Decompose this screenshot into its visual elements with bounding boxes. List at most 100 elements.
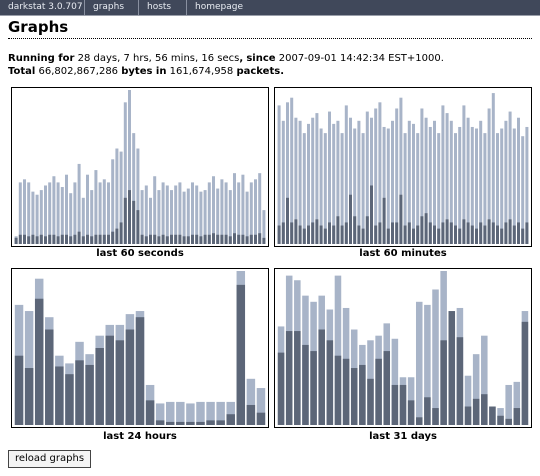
bar-total xyxy=(174,185,178,244)
bar-total xyxy=(149,197,152,244)
bar-inner xyxy=(102,234,106,244)
graph-60-minutes-svg xyxy=(277,93,529,245)
bar-inner xyxy=(464,406,472,425)
bar-inner xyxy=(456,337,464,425)
bar-total xyxy=(262,210,266,244)
bar-inner xyxy=(318,329,325,425)
bar-inner xyxy=(294,331,301,425)
bar-inner xyxy=(479,222,483,244)
bar-total xyxy=(424,304,431,425)
bar-inner xyxy=(420,216,424,244)
bar-total xyxy=(286,102,289,244)
reload-graphs-button[interactable]: reload graphs xyxy=(8,450,91,468)
bar-inner xyxy=(161,234,165,244)
bar-total xyxy=(196,401,205,425)
bar-total xyxy=(412,123,415,244)
bar-total xyxy=(504,120,508,244)
bar-inner xyxy=(416,225,420,244)
bar-inner xyxy=(60,234,64,244)
bar-inner xyxy=(48,234,52,244)
bar-total xyxy=(513,381,521,425)
bar-inner xyxy=(378,222,382,244)
bar-total xyxy=(186,188,190,244)
bar-inner xyxy=(216,420,225,425)
bar-total xyxy=(111,159,115,244)
bar-total xyxy=(517,117,520,244)
bar-inner xyxy=(31,234,35,244)
bar-total xyxy=(207,182,211,244)
bar-inner xyxy=(332,225,336,244)
bar-inner xyxy=(195,234,199,244)
bar-inner xyxy=(220,234,224,244)
bar-inner xyxy=(433,225,436,244)
bar-inner xyxy=(233,233,236,244)
bar-inner xyxy=(52,234,56,244)
bytes-in-label: bytes in xyxy=(121,66,167,77)
bar-inner xyxy=(336,216,340,244)
graph-60-minutes-label: last 60 minutes xyxy=(359,248,447,259)
bar-total xyxy=(102,179,106,244)
bar-inner xyxy=(39,234,43,244)
bar-inner xyxy=(375,358,382,425)
bar-inner xyxy=(512,225,516,244)
bar-inner xyxy=(178,234,182,244)
since-value: 2007-09-01 14:42:34 EST+1000. xyxy=(278,53,444,64)
graph-24-hours-label: last 24 hours xyxy=(103,431,177,442)
bar-inner xyxy=(236,284,246,425)
bar-total xyxy=(445,113,449,244)
bar-inner xyxy=(24,368,34,425)
nav-homepage-link[interactable]: homepage xyxy=(186,0,252,15)
bar-total xyxy=(56,182,60,244)
bar-total xyxy=(39,190,43,244)
bar-inner xyxy=(95,348,104,425)
bar-inner xyxy=(497,415,504,425)
bar-total xyxy=(254,179,257,244)
bar-inner xyxy=(328,222,331,244)
bar-total xyxy=(349,117,352,244)
nav-graphs-link[interactable]: graphs xyxy=(84,0,138,15)
bar-inner xyxy=(191,234,194,244)
bar-inner xyxy=(254,234,257,244)
bar-inner xyxy=(277,352,285,425)
bar-total xyxy=(277,105,281,245)
bar-inner xyxy=(462,219,466,244)
bar-inner xyxy=(399,194,403,244)
bar-inner xyxy=(241,234,245,244)
bar-inner xyxy=(123,197,127,244)
bar-inner xyxy=(35,236,39,244)
bar-total xyxy=(399,97,403,244)
bar-total xyxy=(281,120,285,244)
bar-inner xyxy=(18,234,22,244)
bar-total xyxy=(432,289,439,425)
bar-total xyxy=(178,182,182,244)
bar-inner xyxy=(14,237,18,244)
bar-inner xyxy=(415,417,423,425)
bar-total xyxy=(416,133,420,244)
bar-inner xyxy=(466,222,470,244)
bar-inner xyxy=(224,234,228,244)
bar-total xyxy=(449,120,453,244)
graph-31-days-label: last 31 days xyxy=(369,431,437,442)
bar-inner xyxy=(445,219,449,244)
bar-total xyxy=(470,126,474,244)
bar-inner xyxy=(310,351,317,425)
bar-inner xyxy=(470,225,474,244)
bar-inner xyxy=(45,329,54,425)
bar-inner xyxy=(34,298,44,425)
bar-total xyxy=(479,120,483,244)
bar-inner xyxy=(521,321,529,425)
nav-hosts-link[interactable]: hosts xyxy=(138,0,186,15)
bar-total xyxy=(115,148,119,244)
bar-total xyxy=(258,173,262,244)
title-divider xyxy=(8,38,532,39)
bar-inner xyxy=(186,236,190,244)
bar-inner xyxy=(145,400,155,425)
bar-total xyxy=(123,102,127,244)
bar-total xyxy=(512,128,516,244)
bar-total xyxy=(155,403,165,425)
bar-inner xyxy=(326,340,334,425)
bar-total xyxy=(508,111,512,244)
bar-total xyxy=(481,335,488,425)
bar-inner xyxy=(135,317,145,425)
bar-inner xyxy=(513,408,521,425)
